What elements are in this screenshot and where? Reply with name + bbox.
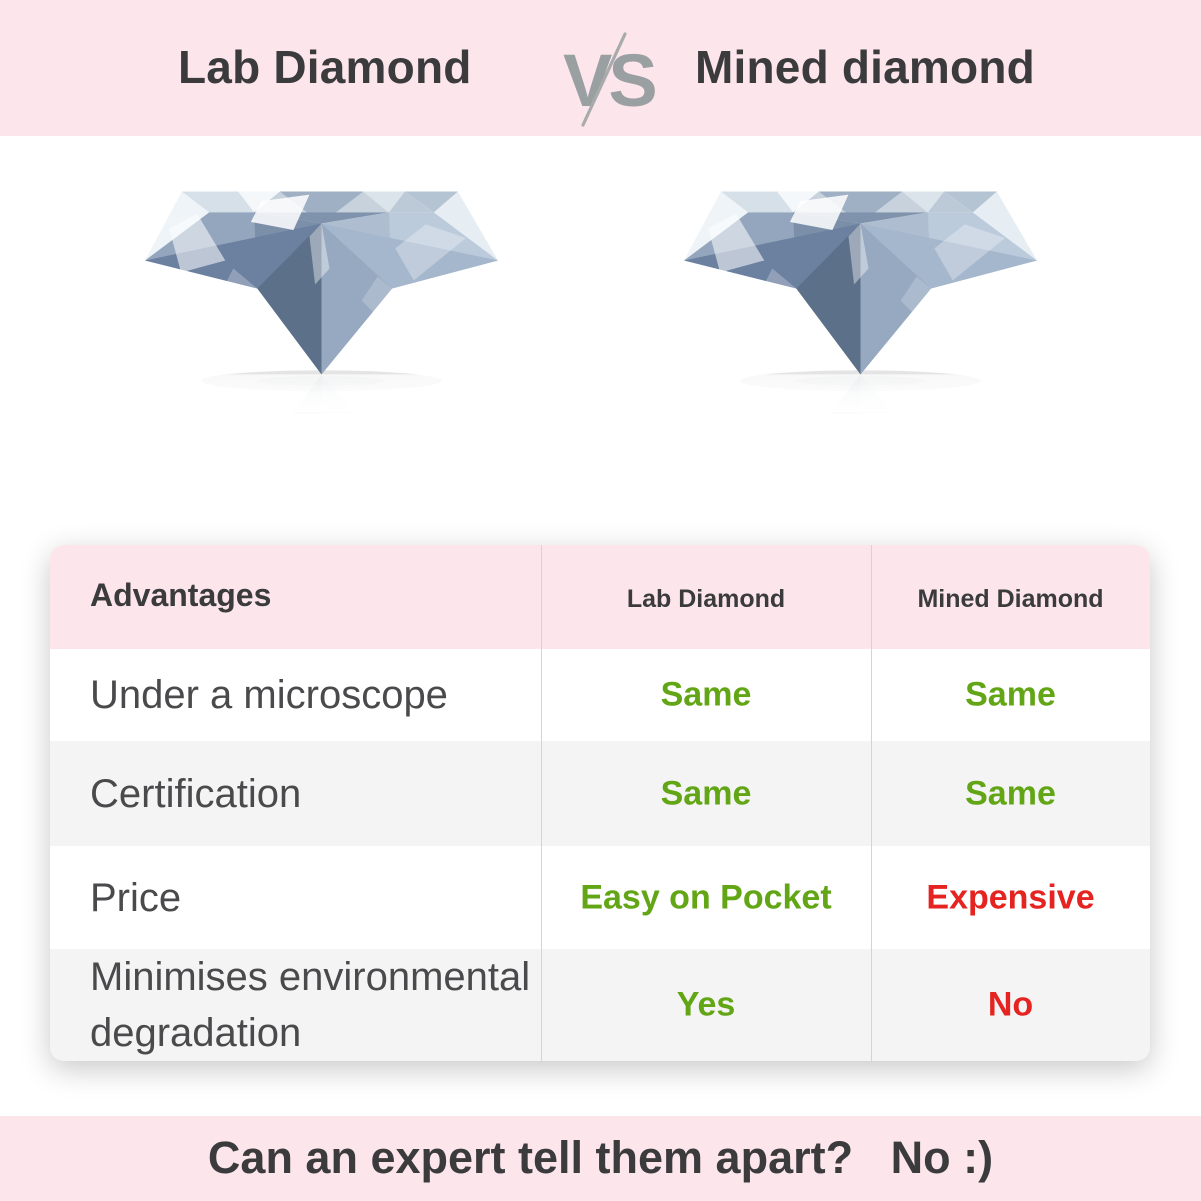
svg-text:VS: VS bbox=[563, 39, 655, 122]
